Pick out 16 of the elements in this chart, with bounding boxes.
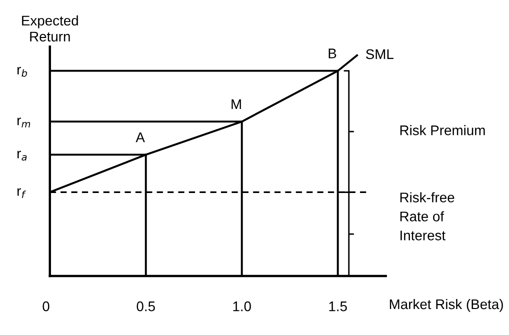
series-label: SML [366, 49, 394, 60]
text: Risk-free Rate of Interest [400, 192, 454, 240]
annotation: A [136, 132, 145, 142]
x-tick-label: 0.5 [136, 301, 155, 312]
x-tick-label: 1.0 [233, 301, 251, 312]
x-tick-label: 0 [42, 301, 50, 312]
annotation: r$_{a}$ [17, 150, 27, 161]
x-tick-label: 1.5 [329, 302, 347, 312]
annotation: B [328, 48, 336, 58]
text: Risk Premium [400, 125, 485, 136]
annotation: r$_{b}$ [17, 66, 28, 77]
annotation: r$_{m}$ [17, 118, 30, 128]
x-axis-title: Market Risk (Beta) [390, 298, 503, 312]
annotation: r$_{f}$ [17, 188, 26, 198]
y-axis-title: Expected Return [22, 15, 78, 42]
annotation: M [232, 99, 241, 109]
